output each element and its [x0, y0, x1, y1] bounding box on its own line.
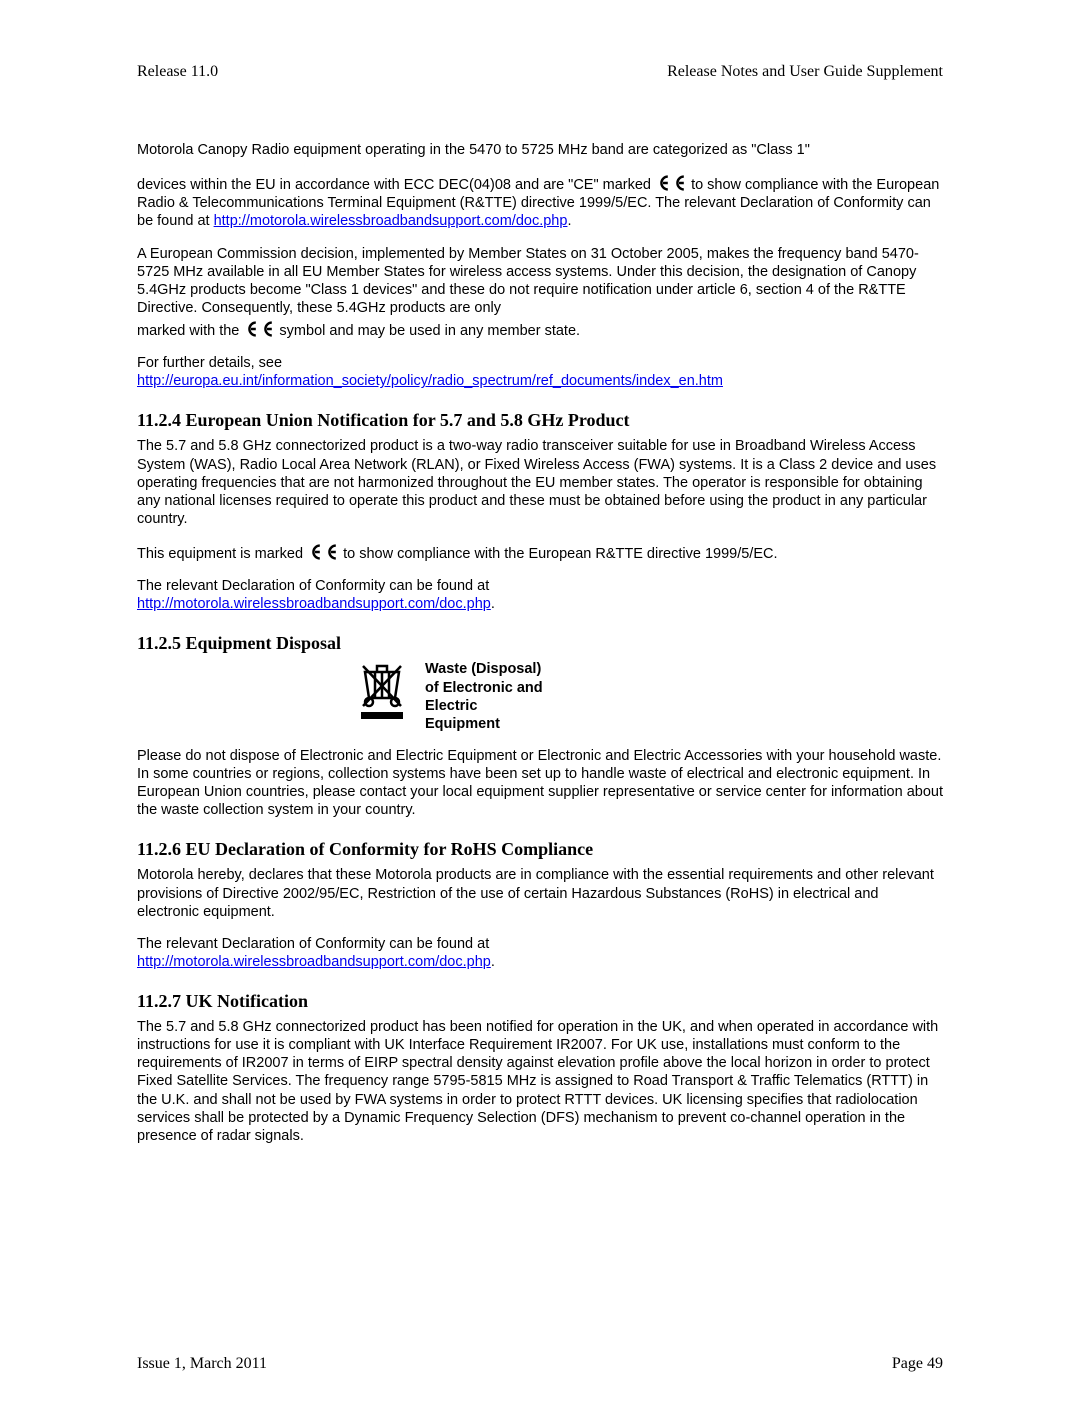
- s1124-p1: The 5.7 and 5.8 GHz connectorized produc…: [137, 437, 943, 528]
- ce-mark-icon: [307, 542, 339, 562]
- heading-1124: 11.2.4 European Union Notification for 5…: [137, 410, 943, 431]
- ce-mark-icon: [243, 319, 275, 339]
- ce-mark-icon: [655, 173, 687, 193]
- s1126-p2-link[interactable]: http://motorola.wirelessbroadbandsupport…: [137, 954, 491, 970]
- s1124-p3-link[interactable]: http://motorola.wirelessbroadbandsupport…: [137, 596, 491, 612]
- s1124-p2-a: This equipment is marked: [137, 546, 307, 562]
- footer-left: Issue 1, March 2011: [137, 1355, 267, 1373]
- heading-1127: 11.2.7 UK Notification: [137, 991, 943, 1012]
- s1124-p3-text: The relevant Declaration of Conformity c…: [137, 578, 489, 594]
- header-right: Release Notes and User Guide Supplement: [667, 63, 943, 81]
- footer-right: Page 49: [892, 1355, 943, 1373]
- s1126-p2-text: The relevant Declaration of Conformity c…: [137, 936, 489, 952]
- weee-bin-icon: [357, 660, 407, 722]
- page-header: Release 11.0 Release Notes and User Guid…: [137, 63, 943, 81]
- intro-p3-text: For further details, see: [137, 355, 282, 371]
- s1126-p2: The relevant Declaration of Conformity c…: [137, 935, 943, 971]
- intro-p1b-before: devices within the EU in accordance with…: [137, 177, 655, 193]
- intro-p2-before: A European Commission decision, implemen…: [137, 245, 943, 318]
- intro-p2-after: marked with the symbol and may be used i…: [137, 319, 943, 340]
- disposal-row: Waste (Disposal) of Electronic and Elect…: [137, 660, 943, 733]
- intro-p3-link[interactable]: http://europa.eu.int/information_society…: [137, 373, 723, 389]
- s1124-p3: The relevant Declaration of Conformity c…: [137, 577, 943, 613]
- intro-p2-after-b: symbol and may be used in any member sta…: [279, 323, 580, 339]
- disposal-label: Waste (Disposal) of Electronic and Elect…: [425, 660, 555, 733]
- s1124-p2-b: to show compliance with the European R&T…: [343, 546, 777, 562]
- s1127-p1: The 5.7 and 5.8 GHz connectorized produc…: [137, 1018, 943, 1145]
- heading-1126: 11.2.6 EU Declaration of Conformity for …: [137, 839, 943, 860]
- s1126-p1: Motorola hereby, declares that these Mot…: [137, 866, 943, 920]
- header-left: Release 11.0: [137, 63, 218, 81]
- page-footer: Issue 1, March 2011 Page 49: [137, 1355, 943, 1373]
- heading-1125: 11.2.5 Equipment Disposal: [137, 633, 943, 654]
- intro-p1a: Motorola Canopy Radio equipment operatin…: [137, 141, 943, 159]
- s1125-p1: Please do not dispose of Electronic and …: [137, 747, 943, 820]
- intro-p1b: devices within the EU in accordance with…: [137, 173, 943, 230]
- intro-p1-link[interactable]: http://motorola.wirelessbroadbandsupport…: [214, 213, 568, 229]
- intro-p2-after-a: marked with the: [137, 323, 243, 339]
- s1124-p2: This equipment is marked to show complia…: [137, 542, 943, 563]
- intro-p3: For further details, see http://europa.e…: [137, 354, 943, 390]
